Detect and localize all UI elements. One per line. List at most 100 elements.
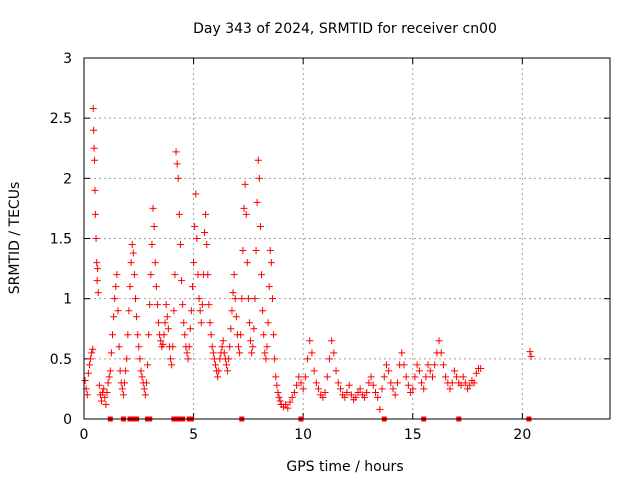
data-point [363,389,371,397]
data-point [304,355,312,363]
data-point [168,361,176,369]
data-point [238,295,246,303]
data-point [325,355,333,363]
data-point [282,401,290,409]
data-point [264,319,272,327]
data-point [237,331,245,339]
data-point [164,325,172,333]
data-point [409,385,417,393]
plot-frame [83,57,611,420]
data-point [91,156,99,164]
data-point [100,385,108,393]
data-point [203,241,211,249]
data-point [230,271,238,279]
data-point [140,385,148,393]
data-point [235,343,243,351]
data-point [472,369,480,377]
data-point [122,367,130,375]
data-point [89,105,97,113]
data-point [129,249,137,257]
data-point [387,379,395,387]
data-point [336,385,344,393]
data-point [247,337,255,345]
data-point [126,283,134,291]
data-point [197,319,205,327]
data-point [162,301,170,309]
data-point [148,241,156,249]
y-tick-label: 0.5 [50,352,72,368]
data-point [526,348,534,356]
data-point [84,369,92,377]
data-point [188,283,196,291]
data-point [121,379,129,387]
data-point [107,349,115,357]
data-point [251,295,259,303]
data-point [114,307,122,315]
data-point [89,345,97,353]
data-point [91,186,99,194]
data-point [228,307,236,315]
data-point [356,385,364,393]
data-point [141,391,149,399]
data-point [448,379,456,387]
data-point [275,393,283,401]
data-point [389,385,397,393]
data-point [161,319,169,327]
data-point [103,389,111,397]
data-point [261,349,269,357]
data-point [527,352,535,360]
data-point [385,367,393,375]
data-point [206,319,214,327]
data-point [160,331,168,339]
data-point [297,379,305,387]
data-point [466,381,474,389]
data-point [461,379,469,387]
data-point [176,241,184,249]
data-point [219,337,227,345]
data-point [212,361,219,369]
data-point [92,235,100,242]
data-point [186,325,194,333]
data-point [138,373,146,381]
data-point [155,319,163,327]
data-point [243,259,251,267]
data-point [267,259,275,267]
data-point [94,265,102,273]
data-point [323,373,331,381]
data-point [332,367,340,375]
data-point [290,389,298,397]
data-point [95,381,103,389]
data-point [345,381,353,389]
data-point [180,319,188,327]
data-point [367,373,375,381]
data-point [110,313,118,321]
y-axis-label: SRMTID / TECUs [7,182,23,295]
data-point [133,313,141,321]
data-point [170,307,178,315]
data-point [459,373,467,381]
data-point [248,349,256,357]
data-point [187,307,195,315]
data-point [136,355,144,363]
data-point [190,259,198,267]
data-point [167,355,175,363]
data-point [393,379,401,387]
data-point [151,259,159,267]
data-point [330,349,338,357]
data-point [361,393,369,401]
data-point [153,301,161,309]
data-point [380,373,388,381]
x-axis-label: GPS time / hours [286,459,403,475]
data-point [149,204,157,212]
data-point [354,389,362,397]
data-point [319,393,327,401]
data-point [241,180,249,188]
data-point [227,325,235,333]
data-point [196,307,204,315]
data-point [142,379,150,387]
data-point [173,160,181,168]
y-tick-label: 2 [63,171,72,187]
data-point [404,381,412,389]
data-point [135,343,143,351]
